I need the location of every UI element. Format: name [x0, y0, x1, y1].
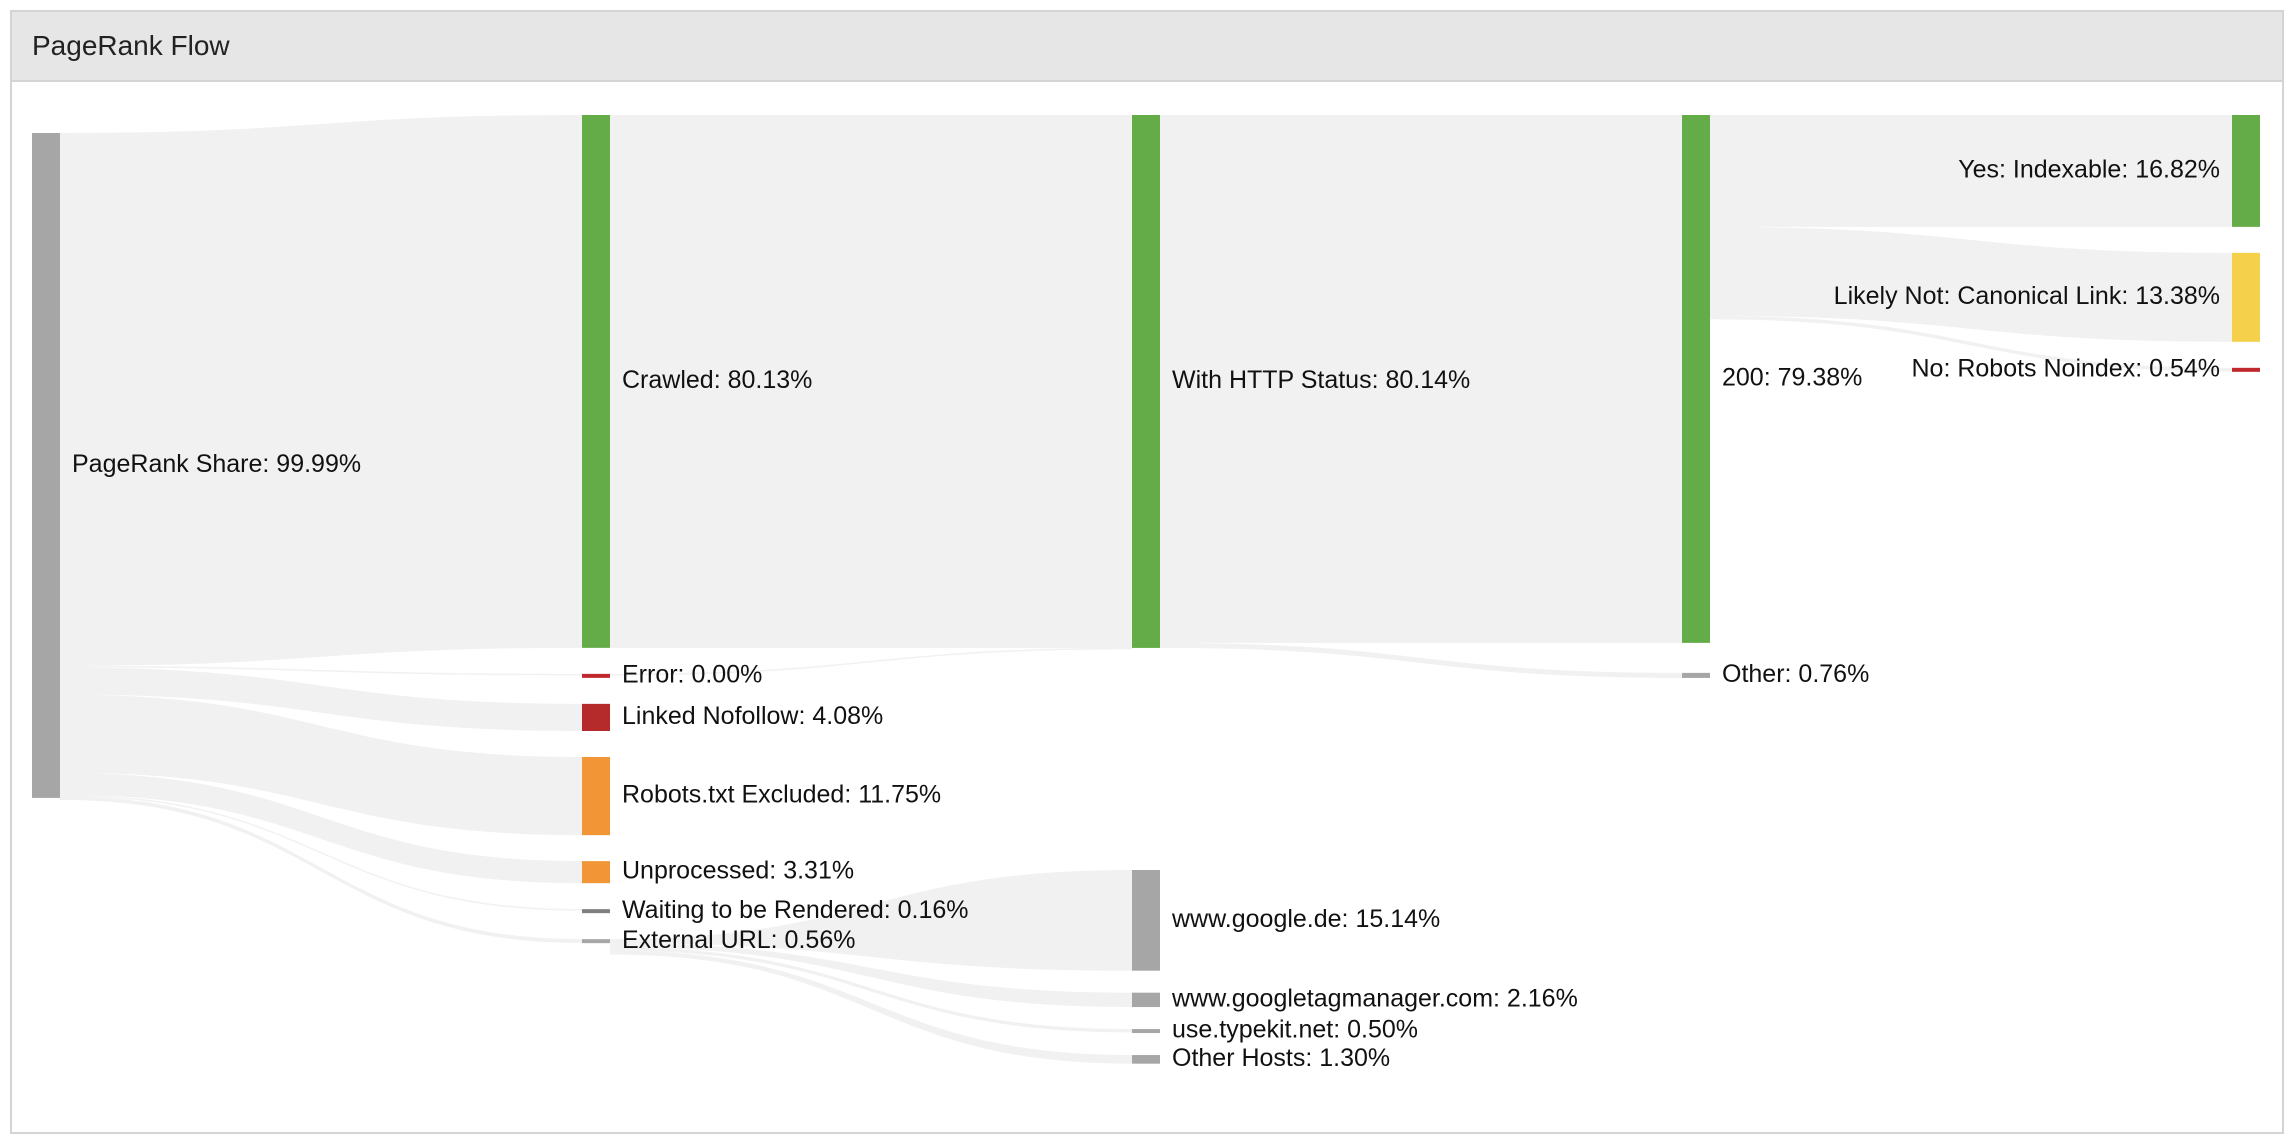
sankey-label-http: With HTTP Status: 80.14% — [1172, 366, 1470, 394]
sankey-link-source-robots — [60, 694, 582, 836]
sankey-link-error-http — [610, 647, 1132, 676]
sankey-label-otherhosts: Other Hosts: 1.30% — [1172, 1044, 1390, 1072]
sankey-link-http-sother — [1160, 642, 1682, 678]
sankey-node-http — [1132, 115, 1160, 648]
sankey-node-external — [582, 939, 610, 944]
sankey-node-waiting — [582, 909, 610, 914]
sankey-label-robots: Robots.txt Excluded: 11.75% — [622, 781, 941, 809]
sankey-node-s200 — [1682, 115, 1710, 643]
sankey-label-indexable: Yes: Indexable: 16.82% — [1958, 156, 2220, 184]
sankey-node-otherhosts — [1132, 1055, 1160, 1064]
sankey-node-indexable — [2232, 115, 2260, 227]
sankey-link-source-crawled — [60, 115, 582, 666]
sankey-link-source-nofollow — [60, 667, 582, 731]
sankey-nodes — [32, 115, 2260, 1064]
sankey-node-gtm — [1132, 992, 1160, 1008]
sankey-link-crawled-http — [610, 115, 1132, 648]
sankey-label-error: Error: 0.00% — [622, 660, 762, 688]
sankey-node-canonical — [2232, 252, 2260, 342]
sankey-node-source — [32, 133, 60, 798]
sankey-label-nofollow: Linked Nofollow: 4.08% — [622, 702, 883, 730]
sankey-link-source-error — [60, 665, 582, 676]
sankey-link-source-waiting — [60, 794, 582, 911]
sankey-label-waiting: Waiting to be Rendered: 0.16% — [622, 896, 969, 924]
sankey-link-external-google — [610, 870, 1132, 971]
sankey-link-s200-indexable — [1710, 115, 2232, 227]
sankey-label-google: www.google.de: 15.14% — [1171, 905, 1440, 933]
sankey-label-sother: Other: 0.76% — [1722, 660, 1869, 688]
panel-title: PageRank Flow — [32, 30, 230, 61]
sankey-label-noindex: No: Robots Noindex: 0.54% — [1911, 354, 2220, 382]
sankey-node-unprocessed — [582, 861, 610, 884]
sankey-label-gtm: www.googletagmanager.com: 2.16% — [1171, 984, 1578, 1012]
sankey-label-source: PageRank Share: 99.99% — [72, 450, 361, 478]
sankey-node-nofollow — [582, 703, 610, 731]
sankey-node-crawled — [582, 115, 610, 648]
sankey-link-external-otherhosts — [610, 950, 1132, 1064]
sankey-links — [60, 115, 2232, 1064]
sankey-label-s200: 200: 79.38% — [1722, 364, 1862, 392]
sankey-link-http-s200 — [1160, 115, 1682, 643]
sankey-link-s200-noindex — [1710, 315, 2232, 372]
sankey-link-source-unprocessed — [60, 772, 582, 884]
sankey-link-source-external — [60, 796, 582, 943]
sankey-labels: PageRank Share: 99.99% Crawled: 80.13% Err… — [72, 156, 2220, 1072]
sankey-link-external-typekit — [610, 947, 1132, 1033]
sankey-node-robots — [582, 756, 610, 836]
sankey-node-error — [582, 673, 610, 678]
sankey-node-noindex — [2232, 367, 2260, 372]
sankey-link-s200-canonical — [1710, 226, 2232, 342]
sankey-node-sother — [1682, 672, 1710, 678]
sankey-node-google — [1132, 870, 1160, 971]
sankey-link-external-gtm — [610, 943, 1132, 1008]
sankey-label-external: External URL: 0.56% — [622, 926, 855, 954]
sankey-node-typekit — [1132, 1029, 1160, 1034]
sankey-label-typekit: use.typekit.net: 0.50% — [1172, 1016, 1418, 1044]
sankey-label-canonical: Likely Not: Canonical Link: 13.38% — [1834, 282, 2220, 310]
sankey-label-crawled: Crawled: 80.13% — [622, 366, 812, 394]
sankey-label-unprocessed: Unprocessed: 3.31% — [622, 857, 854, 885]
panel-header: PageRank Flow — [12, 12, 2282, 82]
